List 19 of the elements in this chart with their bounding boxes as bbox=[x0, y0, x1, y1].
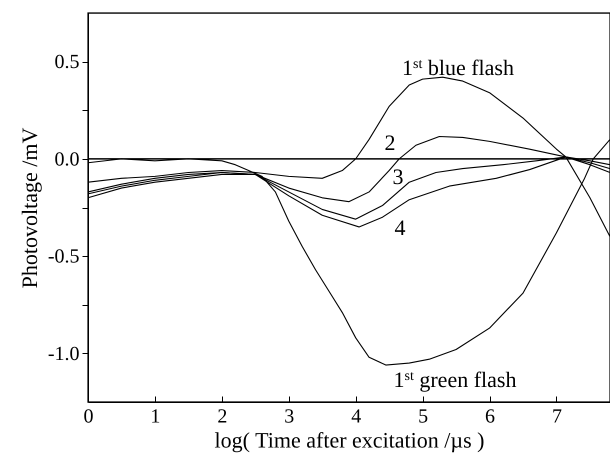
y-axis-title: Photovoltage /mV bbox=[16, 128, 42, 288]
x-tick-label: 1 bbox=[150, 406, 160, 428]
series-label: 2 bbox=[384, 130, 396, 155]
x-tick-label: 4 bbox=[351, 406, 362, 428]
y-tick-label: -1.0 bbox=[48, 342, 80, 365]
series-label: 1$^{st}$ blue flash bbox=[402, 55, 514, 80]
x-tick-label: 5 bbox=[418, 406, 428, 428]
x-tick-label: 7 bbox=[552, 406, 562, 428]
x-axis-title: log( Time after excitation /µs ) bbox=[214, 428, 484, 452]
series-label: 4 bbox=[394, 215, 406, 240]
series-label: 3 bbox=[392, 164, 404, 189]
x-tick-label: 0 bbox=[84, 406, 94, 428]
y-tick-label: 0.5 bbox=[54, 51, 80, 74]
y-tick-label: -0.5 bbox=[48, 246, 80, 268]
x-tick-label: 2 bbox=[217, 406, 228, 428]
x-tick-label: 3 bbox=[284, 406, 294, 428]
series-label: 1$^{st}$ green flash bbox=[394, 367, 516, 392]
y-tick-label: 0.0 bbox=[54, 148, 80, 170]
x-tick-label: 6 bbox=[485, 406, 496, 428]
